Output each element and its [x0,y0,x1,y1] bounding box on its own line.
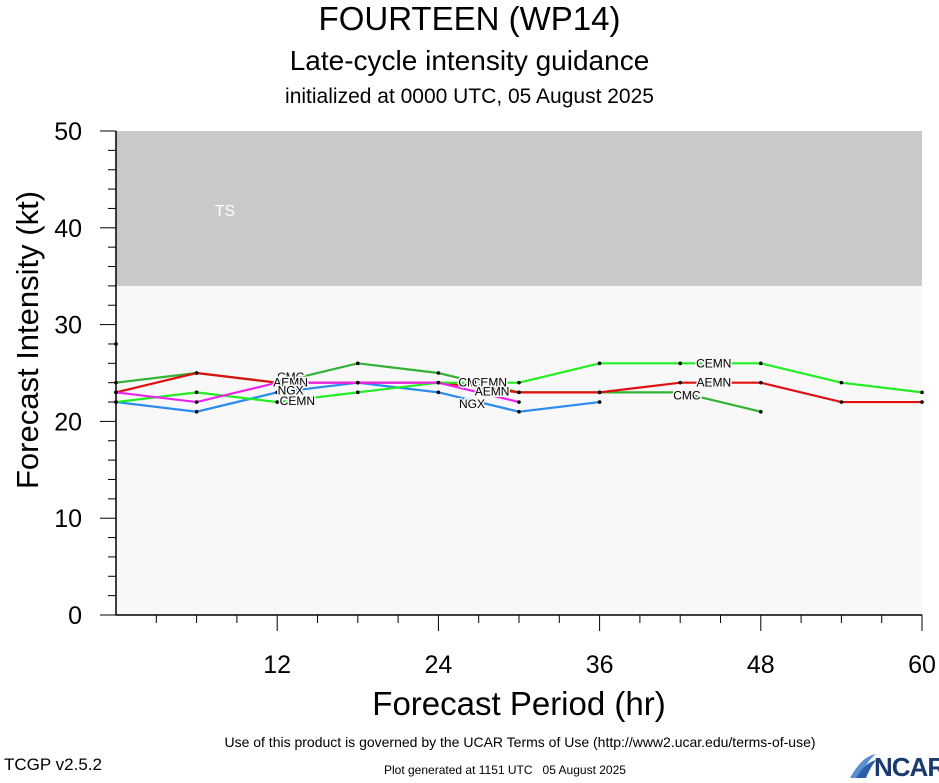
data-point-cemn [356,390,360,395]
series-line-unlabeled [115,381,520,404]
data-point-aemn [517,390,521,395]
data-point-ngx [436,390,441,395]
y-axis-label: Forecast Intensity (kt) [10,190,45,490]
data-point-ngx [194,409,199,414]
x-tick-label: 48 [747,651,775,679]
ncar-logo-text: NCAR [874,752,939,782]
series-label-cemn: CEMN [280,394,315,408]
data-point-aemn [678,380,682,385]
series-label-cmc: CMC [458,376,486,390]
chart-subtitle: Late-cycle intensity guidance [289,45,650,76]
chart-title: FOURTEEN (WP14) [318,0,621,37]
data-point-aemn [839,400,844,404]
data-point-cmc [436,371,441,375]
terms-of-use: Use of this product is governed by the U… [224,734,816,750]
generated-time: Plot generated at 1151 UTC 05 August 202… [384,763,626,777]
data-point-unlabeled [194,400,199,404]
data-point-ngx [275,390,280,395]
data-point-cemn [275,400,280,404]
series-label-cemn: CEMN [472,376,507,390]
y-tick-label: 30 [54,312,82,340]
x-tick-label: 36 [586,651,614,679]
ncar-logo [850,754,876,778]
x-tick-label: 60 [908,651,936,679]
data-point-cemn [678,361,682,366]
data-point-cemn [597,361,602,366]
data-point-cmc [678,390,682,395]
version-label: TCGP v2.5.2 [4,755,102,774]
data-point-aemn [194,371,199,375]
series-label-cmc: CMC [277,370,305,384]
data-point-ngx [597,400,602,404]
data-point-cemn [839,380,844,385]
x-axis-label: Forecast Period (hr) [372,685,666,722]
series-label-ngx: NGX [459,397,485,411]
data-point-cemn [920,390,924,395]
series-label-aemn: AEMN [696,376,731,390]
data-point-cemn [114,400,118,404]
y-tick-label: 0 [68,602,82,630]
init-time: initialized at 0000 UTC, 05 August 2025 [285,85,654,108]
data-point-cemn [517,380,521,385]
data-point-cmc [759,409,763,414]
data-point-aemn [920,400,924,404]
initial-intensity-point [114,342,118,346]
ts-band [116,131,922,286]
ts-band-label: TS [215,203,235,220]
series-label-ngx: NGX [278,383,304,397]
data-point-aemn [759,380,763,385]
data-point-cemn [194,390,199,395]
data-point-cmc [356,361,360,366]
data-point-aemn [597,390,602,395]
x-tick-label: 12 [263,651,291,679]
series-label-cemn: CEMN [696,356,731,370]
data-point-cmc [114,380,118,385]
y-tick-label: 10 [54,505,82,533]
series-label-aemn: AEMN [273,376,308,390]
x-tick-label: 24 [424,651,452,679]
series-label-aemn: AEMN [475,384,510,398]
data-point-cemn [759,361,763,366]
data-point-unlabeled [356,380,360,385]
y-tick-label: 20 [54,408,82,436]
data-point-unlabeled [275,380,280,385]
data-point-unlabeled [436,380,441,385]
y-tick-label: 40 [54,215,82,243]
data-point-unlabeled [114,390,118,395]
data-point-unlabeled [517,400,521,404]
series-label-cmc: CMC [673,388,701,402]
y-tick-label: 50 [54,118,82,146]
data-point-ngx [517,409,521,414]
